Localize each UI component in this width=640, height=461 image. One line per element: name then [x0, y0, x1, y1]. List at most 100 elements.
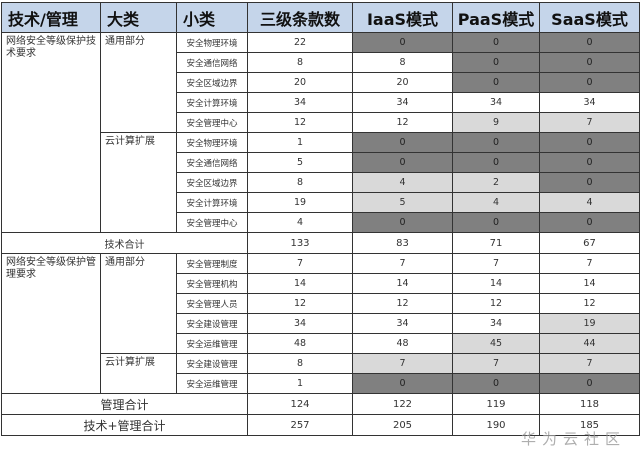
column-header: IaaS模式: [352, 2, 453, 33]
mode-count: 19: [539, 313, 640, 334]
clause-count: 34: [247, 92, 353, 113]
subtotal-value: 71: [452, 232, 540, 254]
clause-count: 7: [247, 253, 353, 274]
subtotal-label: 技术合计: [1, 232, 248, 254]
mode-count: 12: [352, 112, 453, 133]
item-name: 安全物理环境: [176, 32, 248, 53]
mode-count: 4: [452, 192, 540, 213]
table-row: 云计算扩展 安全物理环境 1 0 0 0: [2, 132, 640, 233]
mode-count: 34: [352, 92, 453, 113]
mode-count: 0: [539, 152, 640, 173]
table-row: 安全运维管理 48 48 45 44: [2, 333, 640, 354]
item-name: 安全管理人员: [176, 293, 248, 314]
watermark: 华为云社区: [520, 430, 626, 448]
mode-count: 7: [539, 353, 640, 374]
mode-count: 7: [452, 253, 540, 274]
item-name: 安全通信网络: [176, 152, 248, 173]
table-row: 安全运维管理 1 0 0 0: [2, 373, 640, 394]
table-row: 安全管理中心 12 12 9 7: [2, 112, 640, 133]
subtotal-value: 122: [352, 393, 453, 415]
mode-count: 0: [352, 152, 453, 173]
mode-count: 0: [452, 373, 540, 394]
mode-count: 34: [452, 313, 540, 334]
column-header: SaaS模式: [539, 2, 640, 33]
mode-count: 12: [352, 293, 453, 314]
mode-count: 0: [539, 172, 640, 193]
subtotal-value: 83: [352, 232, 453, 254]
mode-count: 7: [539, 253, 640, 274]
mode-count: 34: [452, 92, 540, 113]
mode-count: 12: [539, 293, 640, 314]
clause-count: 1: [247, 373, 353, 394]
mode-count: 34: [539, 92, 640, 113]
item-name: 安全运维管理: [176, 373, 248, 394]
item-name: 安全管理机构: [176, 273, 248, 294]
item-name: 安全管理中心: [176, 112, 248, 133]
mode-count: 34: [352, 313, 453, 334]
subtotal-row: 管理合计 124 122 119 118: [1, 393, 640, 415]
mode-count: 0: [452, 32, 540, 53]
clause-count: 12: [247, 112, 353, 133]
item-name: 安全通信网络: [176, 52, 248, 73]
item-name: 安全管理制度: [176, 253, 248, 274]
table-row: 安全建设管理 34 34 34 19: [2, 313, 640, 334]
table-row: 云计算扩展 安全建设管理 8 7 7 7: [2, 353, 640, 394]
clause-count: 8: [247, 172, 353, 193]
section-name: 网络安全等级保护技术要求: [1, 32, 101, 233]
mode-count: 2: [452, 172, 540, 193]
group-name: 云计算扩展: [100, 353, 177, 394]
mode-count: 0: [352, 373, 453, 394]
clause-count: 8: [247, 353, 353, 374]
grand-total-value: 205: [352, 414, 453, 436]
mode-count: 7: [352, 253, 453, 274]
mode-count: 0: [539, 212, 640, 233]
table-row: 安全区域边界 8 4 2 0: [2, 172, 640, 193]
mode-count: 12: [452, 293, 540, 314]
mode-count: 20: [352, 72, 453, 93]
mode-count: 0: [452, 132, 540, 153]
table-row: 网络安全等级保护管理要求 通用部分 安全管理制度 7 7 7 7: [1, 253, 640, 394]
clause-count: 4: [247, 212, 353, 233]
item-name: 安全计算环境: [176, 192, 248, 213]
mode-count: 0: [352, 32, 453, 53]
mode-count: 7: [452, 353, 540, 374]
grand-total-label: 技术+管理合计: [1, 414, 248, 436]
item-name: 安全建设管理: [176, 313, 248, 334]
column-header: 三级条款数: [247, 2, 353, 33]
compliance-table: 技术/管理 大类 小类 三级条款数 IaaS模式 PaaS模式 SaaS模式 网络安全等级保…: [1, 2, 640, 436]
header-row: 技术/管理 大类 小类 三级条款数 IaaS模式 PaaS模式 SaaS模式: [1, 2, 640, 33]
mode-count: 4: [352, 172, 453, 193]
item-name: 安全建设管理: [176, 353, 248, 374]
table-row: 安全区域边界 20 20 0 0: [2, 72, 640, 93]
clause-count: 20: [247, 72, 353, 93]
column-header: PaaS模式: [452, 2, 540, 33]
clause-count: 48: [247, 333, 353, 354]
column-header: 技术/管理: [1, 2, 101, 33]
grand-total-row: 技术+管理合计 257 205 190 185: [1, 414, 640, 436]
subtotal-label: 管理合计: [1, 393, 248, 415]
mode-count: 8: [352, 52, 453, 73]
mode-count: 7: [539, 112, 640, 133]
item-name: 安全区域边界: [176, 172, 248, 193]
clause-count: 12: [247, 293, 353, 314]
item-name: 安全物理环境: [176, 132, 248, 153]
item-name: 安全区域边界: [176, 72, 248, 93]
section-name: 网络安全等级保护管理要求: [1, 253, 101, 394]
mode-count: 48: [352, 333, 453, 354]
group-name: 通用部分: [100, 253, 177, 354]
grand-total-value: 190: [452, 414, 540, 436]
clause-count: 22: [247, 32, 353, 53]
item-name: 安全管理中心: [176, 212, 248, 233]
mode-count: 0: [539, 373, 640, 394]
mode-count: 7: [352, 353, 453, 374]
item-name: 安全运维管理: [176, 333, 248, 354]
mode-count: 4: [539, 192, 640, 213]
grand-total-value: 185: [539, 414, 640, 436]
mode-count: 0: [352, 212, 453, 233]
item-name: 安全计算环境: [176, 92, 248, 113]
mode-count: 14: [539, 273, 640, 294]
mode-count: 44: [539, 333, 640, 354]
column-header: 大类: [100, 2, 177, 33]
mode-count: 0: [452, 212, 540, 233]
table-row: 安全管理中心 4 0 0 0: [2, 212, 640, 233]
